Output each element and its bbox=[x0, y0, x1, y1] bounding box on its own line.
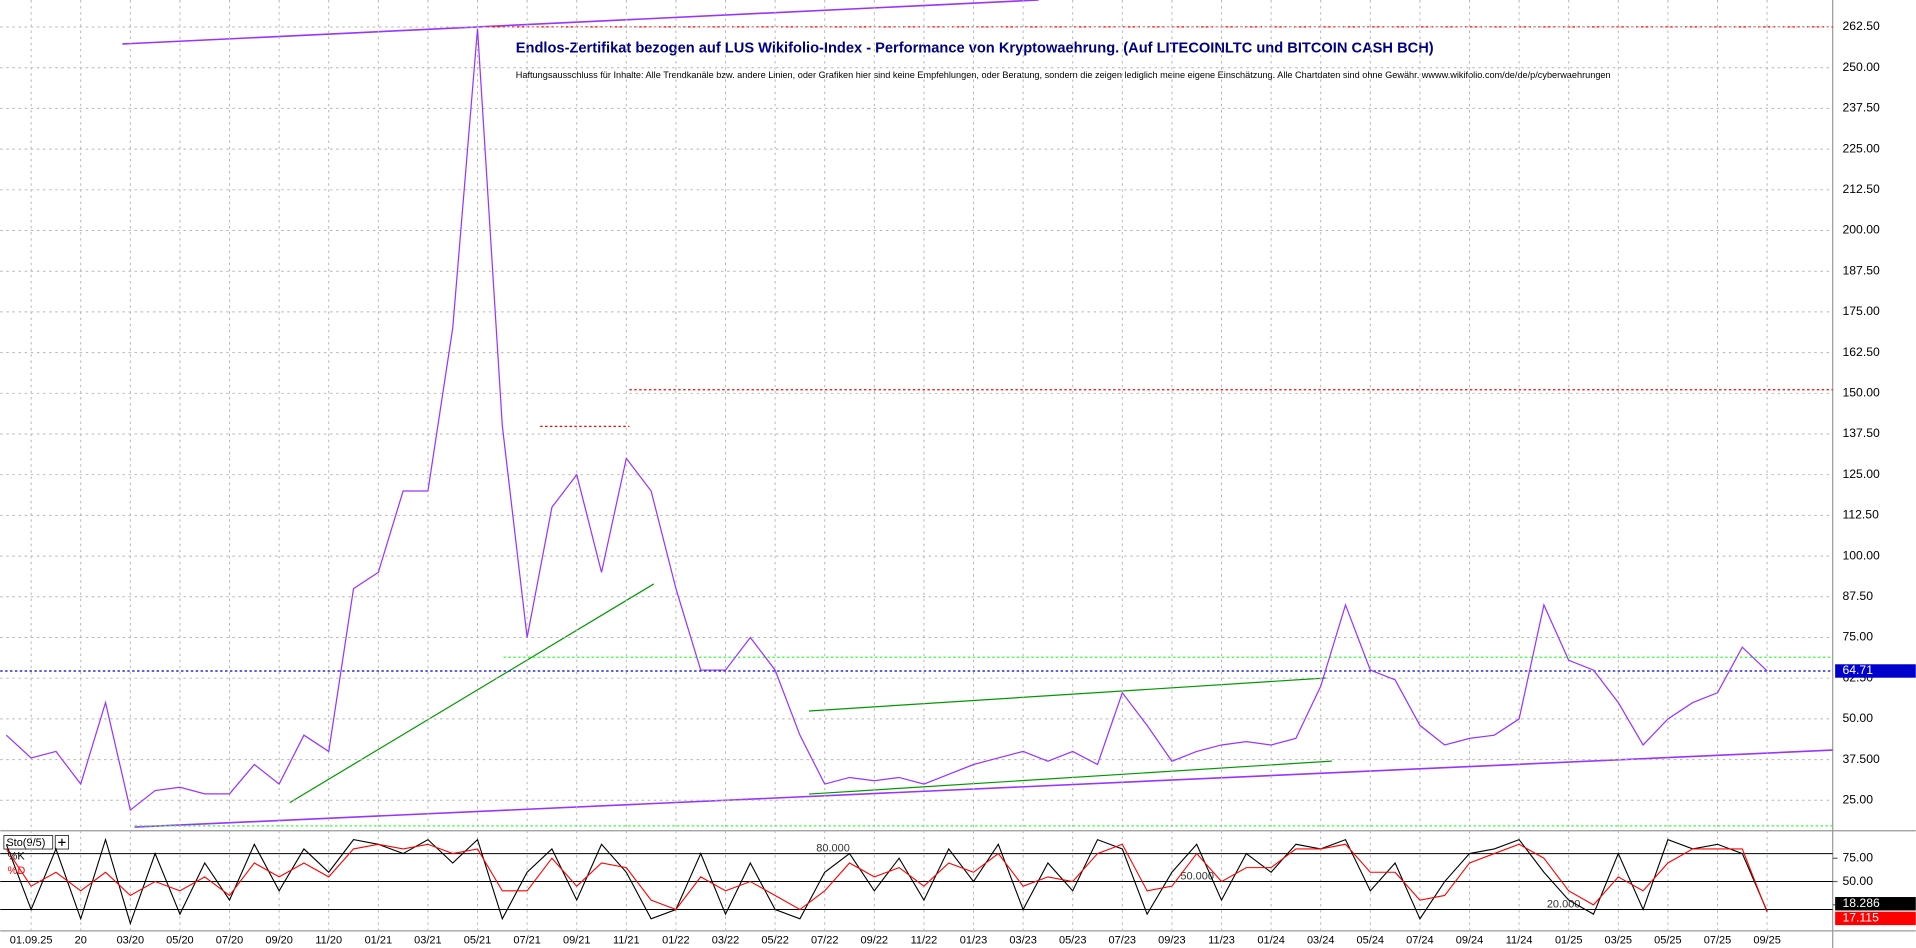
trend-line bbox=[289, 583, 655, 804]
series-line bbox=[5, 837, 1768, 926]
x-tick-label: 07/22 bbox=[811, 935, 839, 947]
x-tick-label: 11/20 bbox=[315, 935, 342, 947]
value-tag-label: 17.115 bbox=[1842, 911, 1879, 925]
y-tick-label: 137.50 bbox=[1842, 426, 1880, 440]
x-tick-label: 20 bbox=[75, 935, 87, 947]
y-tick-label: 187.50 bbox=[1842, 263, 1880, 277]
x-tick-label: 03/25 bbox=[1605, 935, 1632, 947]
x-tick-label: 03/24 bbox=[1307, 935, 1335, 947]
x-tick-label: 09/25 bbox=[1753, 935, 1781, 947]
value-tag bbox=[1835, 664, 1916, 678]
chart-subtitle: Haftungsausschluss für Inhalte: Alle Tre… bbox=[516, 70, 1611, 80]
x-tick-label: 05/22 bbox=[761, 935, 789, 947]
y-tick-label: 175.00 bbox=[1842, 304, 1880, 318]
level-label: 80.000 bbox=[816, 843, 850, 855]
y-tick-label: 87.50 bbox=[1842, 589, 1873, 603]
x-tick-label: 07/21 bbox=[513, 935, 541, 947]
x-tick-label: 11/23 bbox=[1208, 935, 1235, 947]
x-tick-label: 03/23 bbox=[1009, 935, 1037, 947]
y-tick-label: 112.50 bbox=[1842, 508, 1879, 522]
y-tick-label: 225.00 bbox=[1842, 141, 1880, 155]
x-tick-label: 09/22 bbox=[861, 935, 889, 947]
x-tick-label: 07/23 bbox=[1109, 935, 1137, 947]
value-tag bbox=[1835, 897, 1916, 911]
value-tag-label: 18.286 bbox=[1842, 896, 1880, 910]
y-tick-label: 237.50 bbox=[1842, 101, 1880, 115]
x-tick-label: 05/25 bbox=[1654, 935, 1682, 947]
legend-entry: %K bbox=[8, 850, 26, 862]
y-tick-label: 50.00 bbox=[1842, 711, 1873, 725]
x-tick-label: 05/20 bbox=[166, 935, 194, 947]
x-tick-label: 01/24 bbox=[1257, 935, 1284, 947]
y-tick-label: 162.50 bbox=[1842, 345, 1880, 359]
series-line bbox=[5, 28, 1768, 812]
y-tick-label: 200.00 bbox=[1842, 223, 1880, 237]
x-tick-label: 01/23 bbox=[960, 935, 988, 947]
y-tick-label: 250.00 bbox=[1842, 60, 1880, 74]
y-tick-label: 75.00 bbox=[1842, 630, 1873, 644]
x-tick-label: 03/20 bbox=[117, 935, 144, 947]
trend-line bbox=[808, 760, 1332, 795]
x-tick-label: 01/25 bbox=[1555, 935, 1583, 947]
x-tick-label: 05/24 bbox=[1357, 935, 1384, 947]
y-tick-label: 100.00 bbox=[1842, 548, 1880, 562]
trend-line bbox=[122, 0, 1039, 45]
indicator-box bbox=[3, 835, 54, 850]
y-tick-label: 125.00 bbox=[1842, 467, 1880, 481]
chart-title: Endlos-Zertifikat bezogen auf LUS Wikifo… bbox=[516, 41, 1434, 57]
x-tick-label: 07/25 bbox=[1704, 935, 1731, 947]
value-tag-label: 64.71 bbox=[1842, 663, 1873, 677]
x-tick-label: 11/22 bbox=[911, 935, 938, 947]
level-label: 50.000 bbox=[1180, 871, 1214, 883]
y-tick-label: 150.00 bbox=[1842, 386, 1880, 400]
x-tick-label: 11/24 bbox=[1506, 935, 1533, 947]
x-tick-label: 03/21 bbox=[414, 935, 442, 947]
y-tick-label: 37.500 bbox=[1842, 752, 1880, 766]
x-tick-label: 01/22 bbox=[662, 935, 690, 947]
trend-line bbox=[134, 749, 1833, 828]
x-tick-label: 01.09.25 bbox=[10, 935, 53, 947]
x-tick-label: 05/21 bbox=[464, 935, 492, 947]
x-tick-label: 09/24 bbox=[1456, 935, 1483, 947]
x-tick-label: 09/20 bbox=[265, 935, 293, 947]
x-tick-label: 09/21 bbox=[563, 935, 591, 947]
y-tick-label: 75.00 bbox=[1842, 850, 1873, 864]
legend-entry: %D bbox=[8, 865, 26, 877]
x-tick-label: 05/23 bbox=[1059, 935, 1087, 947]
y-tick-label: 50.00 bbox=[1842, 874, 1873, 888]
series-line bbox=[5, 843, 1768, 913]
x-tick-label: 01/21 bbox=[365, 935, 393, 947]
x-tick-label: 09/23 bbox=[1158, 935, 1186, 947]
y-tick-label: 25.00 bbox=[1842, 792, 1873, 806]
x-tick-label: 07/20 bbox=[216, 935, 243, 947]
y-tick-label: 262.50 bbox=[1842, 19, 1880, 33]
trend-line bbox=[808, 677, 1326, 712]
indicator-title: Sto(9/5) bbox=[6, 837, 45, 849]
x-tick-label: 07/24 bbox=[1406, 935, 1434, 947]
x-tick-label: 03/22 bbox=[712, 935, 740, 947]
expand-icon bbox=[58, 838, 66, 846]
x-tick-label: 11/21 bbox=[613, 935, 640, 947]
y-tick-label: 212.50 bbox=[1842, 182, 1880, 196]
value-tag bbox=[1835, 911, 1916, 926]
